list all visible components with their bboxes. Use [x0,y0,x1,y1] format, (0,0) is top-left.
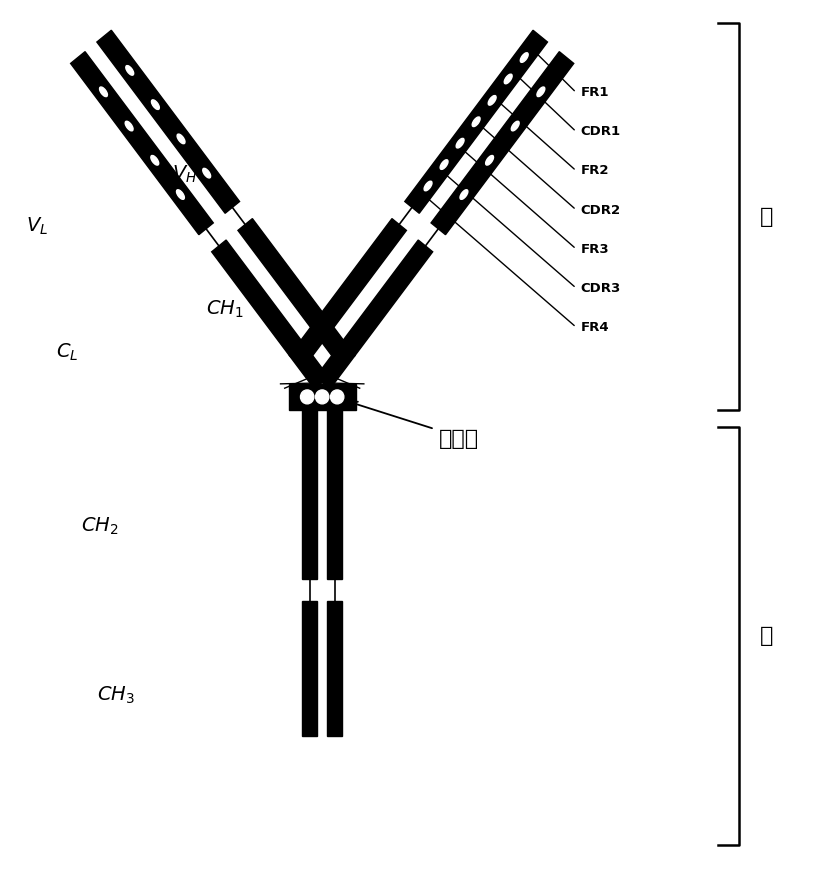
Ellipse shape [537,87,545,97]
Circle shape [315,390,329,404]
Text: $C_L$: $C_L$ [55,342,78,363]
Ellipse shape [177,134,185,144]
Ellipse shape [176,190,185,200]
Ellipse shape [456,139,464,148]
Text: $V_H$: $V_H$ [172,164,197,185]
Ellipse shape [520,52,528,63]
Polygon shape [327,601,343,736]
Ellipse shape [151,99,160,110]
Text: CDR2: CDR2 [580,203,620,216]
Ellipse shape [486,155,493,165]
Circle shape [330,390,344,404]
Text: FR1: FR1 [580,86,609,99]
Circle shape [300,390,314,404]
Polygon shape [302,410,318,579]
Text: 段: 段 [760,207,773,227]
Ellipse shape [504,74,512,84]
Polygon shape [316,240,433,389]
Text: FR4: FR4 [580,321,609,334]
Polygon shape [302,601,318,736]
Ellipse shape [203,168,211,178]
Polygon shape [431,51,573,235]
Text: CDR3: CDR3 [580,282,620,295]
Polygon shape [238,219,355,367]
Ellipse shape [440,160,448,169]
Ellipse shape [99,87,107,97]
Ellipse shape [125,65,134,75]
Text: FR3: FR3 [580,242,609,255]
Text: $CH_1$: $CH_1$ [206,298,243,320]
Ellipse shape [424,181,432,191]
Ellipse shape [472,117,480,126]
Polygon shape [405,31,548,214]
Ellipse shape [150,155,159,165]
Polygon shape [212,240,329,389]
Polygon shape [289,219,406,367]
Polygon shape [327,410,343,579]
Text: FR2: FR2 [580,165,609,177]
Polygon shape [70,51,213,235]
Text: CDR1: CDR1 [580,126,620,139]
Polygon shape [97,31,240,214]
Ellipse shape [460,190,468,200]
Text: $V_L$: $V_L$ [27,215,48,237]
Ellipse shape [512,121,519,131]
Ellipse shape [125,121,133,131]
Ellipse shape [488,96,496,106]
Text: 段: 段 [760,626,773,646]
FancyBboxPatch shape [289,384,355,410]
Text: 绞链区: 绞链区 [439,429,479,449]
Text: $CH_2$: $CH_2$ [80,515,118,537]
Text: $CH_3$: $CH_3$ [97,685,135,706]
